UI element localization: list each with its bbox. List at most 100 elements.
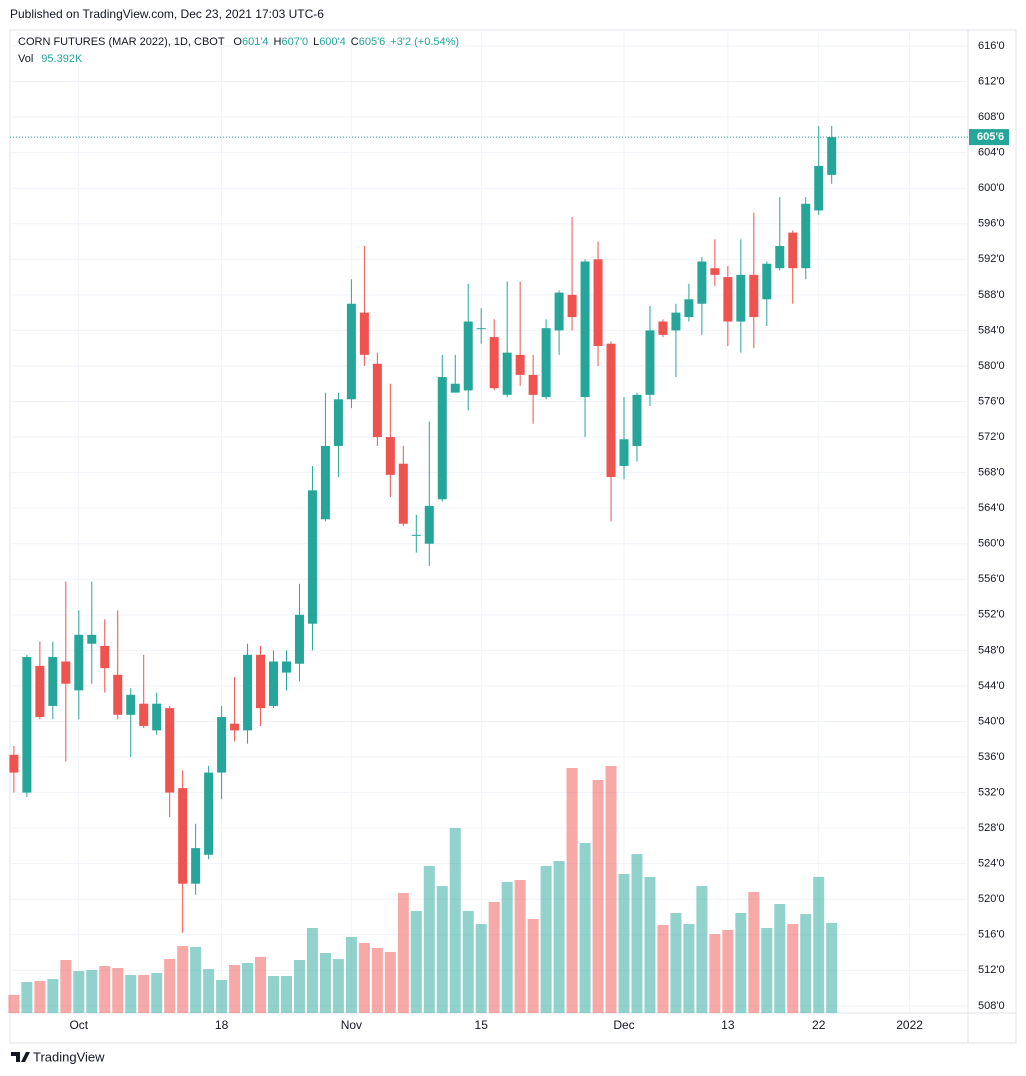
candle-body bbox=[307, 490, 317, 624]
y-tick-label: 612'0 bbox=[978, 75, 1005, 87]
volume-bar bbox=[449, 827, 461, 1013]
volume-bar bbox=[293, 959, 305, 1013]
published: Published on TradingView.com, Dec 23, 20… bbox=[10, 7, 324, 21]
y-tick-label: 552'0 bbox=[978, 609, 1005, 621]
volume-bar bbox=[566, 767, 578, 1013]
candle-body bbox=[710, 268, 720, 275]
ohlc-key: C bbox=[351, 36, 359, 48]
volume-bar bbox=[73, 971, 85, 1013]
candle-body bbox=[671, 312, 681, 331]
candle-body bbox=[48, 657, 58, 706]
candle-body bbox=[424, 505, 434, 544]
y-tick-label: 592'0 bbox=[978, 253, 1005, 265]
y-tick-label: 544'0 bbox=[978, 680, 1005, 692]
candle-body bbox=[697, 261, 707, 304]
volume-bar bbox=[670, 912, 682, 1013]
volume-bar bbox=[722, 929, 734, 1013]
volume-legend: Vol 95.392K bbox=[18, 53, 83, 65]
y-tick-label: 532'0 bbox=[978, 786, 1005, 798]
candle-body bbox=[256, 654, 266, 709]
candle-body bbox=[61, 661, 71, 684]
candle-body bbox=[74, 634, 84, 691]
candle-body bbox=[346, 303, 356, 400]
candle-body bbox=[294, 614, 304, 664]
candle-body bbox=[749, 274, 759, 318]
volume-bar bbox=[21, 981, 33, 1013]
volume-bar bbox=[592, 779, 604, 1013]
x-tick-label: 13 bbox=[721, 1018, 735, 1032]
volume-bar bbox=[774, 904, 786, 1013]
y-tick-label: 548'0 bbox=[978, 644, 1005, 656]
last-price-box bbox=[969, 129, 1009, 146]
candle-body bbox=[814, 165, 824, 211]
y-tick-label: 524'0 bbox=[978, 858, 1005, 870]
volume-bar bbox=[501, 881, 513, 1013]
candle-body bbox=[489, 337, 499, 389]
volume-bar bbox=[216, 979, 228, 1013]
candle-body bbox=[593, 259, 603, 346]
volume-bar bbox=[358, 942, 370, 1013]
volume-name: Vol bbox=[18, 53, 33, 65]
candle-body bbox=[463, 321, 473, 391]
candle-body bbox=[35, 665, 45, 718]
candle-body bbox=[204, 772, 214, 855]
y-tick-label: 604'0 bbox=[978, 147, 1005, 159]
candle-body bbox=[567, 294, 577, 318]
candle-body bbox=[554, 292, 564, 331]
candle-body bbox=[139, 703, 149, 726]
candle-body bbox=[9, 754, 19, 773]
volume-bar bbox=[436, 886, 448, 1013]
volume-bar bbox=[112, 967, 124, 1013]
y-tick-label: 508'0 bbox=[978, 1000, 1005, 1012]
candle-body bbox=[775, 245, 785, 269]
volume-bar bbox=[761, 927, 773, 1013]
candle-body bbox=[515, 354, 525, 375]
ohlc-key: O bbox=[233, 36, 242, 48]
candle-body bbox=[126, 694, 136, 715]
volume-bar bbox=[345, 936, 357, 1013]
y-tick-label: 520'0 bbox=[978, 893, 1005, 905]
y-tick-label: 600'0 bbox=[978, 182, 1005, 194]
y-tick-label: 512'0 bbox=[978, 964, 1005, 976]
y-tick-label: 576'0 bbox=[978, 395, 1005, 407]
axes: 508'0 512'0 516'0 520'0 524'0 528'0 532'0 536'0… bbox=[69, 40, 1009, 1032]
y-tick-label: 564'0 bbox=[978, 502, 1005, 514]
ohlc: O601'4 H607'0 L600'4 C605'6 bbox=[233, 36, 385, 48]
volume-bar bbox=[657, 924, 669, 1013]
volume-bar bbox=[151, 972, 163, 1013]
y-tick-label: 608'0 bbox=[978, 111, 1005, 123]
candle-body bbox=[113, 674, 123, 715]
candle-body bbox=[359, 312, 369, 355]
candle-body bbox=[788, 232, 798, 269]
candle-body bbox=[437, 377, 447, 500]
volume-bar bbox=[138, 974, 150, 1013]
candle-body bbox=[450, 383, 460, 393]
candle-body bbox=[333, 399, 343, 446]
volume-bar bbox=[813, 876, 825, 1013]
change: +3'2 (+0.54%) bbox=[390, 36, 459, 48]
y-tick-label: 516'0 bbox=[978, 929, 1005, 941]
candle-body bbox=[230, 723, 240, 731]
volume-bar bbox=[605, 766, 617, 1013]
volume-bar bbox=[540, 866, 552, 1013]
y-tick-label: 540'0 bbox=[978, 715, 1005, 727]
x-tick-label: Dec bbox=[613, 1018, 634, 1032]
volume-bar bbox=[34, 981, 46, 1013]
candle-body bbox=[411, 534, 421, 536]
volume bbox=[8, 766, 838, 1013]
candle-body bbox=[320, 445, 330, 520]
volume-bar bbox=[735, 912, 747, 1013]
candle-body bbox=[827, 137, 837, 175]
x-tick-label: 18 bbox=[215, 1018, 229, 1032]
volume-bar bbox=[164, 959, 176, 1013]
ohlc-key: L bbox=[313, 36, 319, 48]
volume-bar bbox=[514, 879, 526, 1013]
candle-body bbox=[243, 654, 253, 731]
volume-bar bbox=[709, 934, 721, 1013]
volume-bar bbox=[748, 891, 760, 1013]
candle-body bbox=[606, 343, 616, 478]
volume-bar bbox=[99, 966, 111, 1013]
volume-bar bbox=[242, 962, 254, 1013]
y-tick-label: 584'0 bbox=[978, 324, 1005, 336]
volume-bar bbox=[475, 924, 487, 1013]
